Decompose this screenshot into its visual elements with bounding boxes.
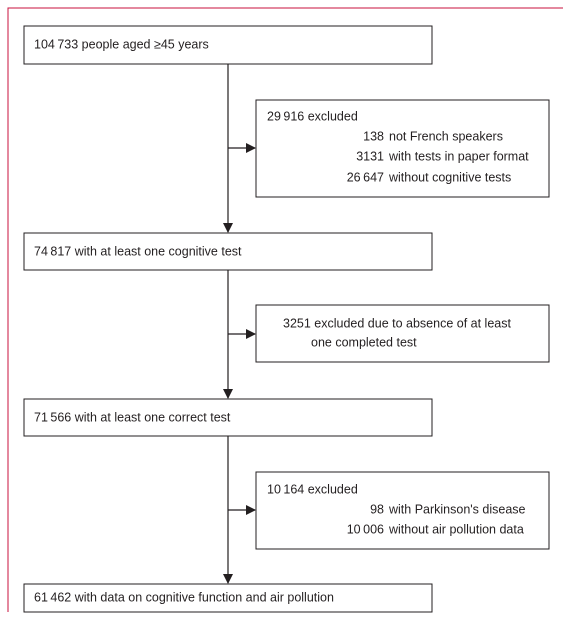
item-count: 26 647 — [347, 170, 384, 184]
node-label: 74 817 with at least one cognitive test — [34, 244, 242, 258]
node-label: 104 733 people aged ≥45 years — [34, 37, 209, 51]
item-label: with Parkinson's disease — [388, 502, 526, 516]
node-label: 71 566 with at least one correct test — [34, 410, 231, 424]
box — [255, 304, 550, 363]
box — [255, 471, 550, 550]
item-label: without cognitive tests — [388, 170, 511, 184]
item-count: 138 — [363, 129, 384, 143]
panel-frame — [7, 7, 563, 612]
item-count: 10 006 — [347, 522, 384, 536]
box — [255, 99, 550, 198]
node-title: 10 164 excluded — [267, 482, 358, 496]
node-label: 61 462 with data on cognitive function a… — [34, 590, 334, 604]
box — [23, 25, 433, 65]
item-count: 98 — [370, 502, 384, 516]
node-line: one completed test — [311, 335, 417, 349]
item-label: not French speakers — [389, 129, 503, 143]
node-title: 29 916 excluded — [267, 109, 358, 123]
node-line: 3251 excluded due to absence of at least — [283, 316, 511, 330]
item-label: without air pollution data — [388, 522, 524, 536]
item-label: with tests in paper format — [388, 149, 529, 163]
box — [23, 398, 433, 437]
item-count: 3131 — [356, 149, 384, 163]
box — [23, 583, 433, 613]
box — [23, 232, 433, 271]
